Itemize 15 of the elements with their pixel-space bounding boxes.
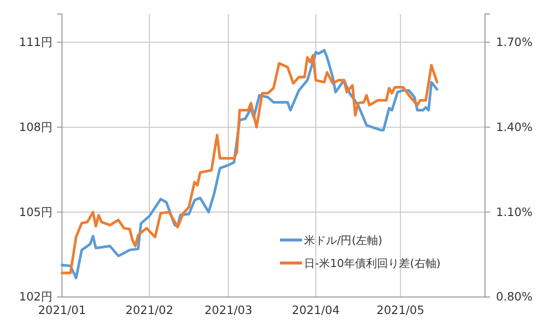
- x-tick-label: 2021/02: [126, 303, 174, 318]
- y2-tick-label: 0.80%: [496, 290, 533, 304]
- x-tick-label: 2021/04: [292, 303, 340, 318]
- y-tick-label: 102円: [19, 290, 53, 304]
- y-tick-label: 105円: [19, 204, 53, 219]
- legend-label: 日-米10年債利回り差(右軸): [304, 257, 441, 270]
- y2-tick-label: 1.10%: [496, 204, 533, 219]
- y2-tick-label: 1.70%: [496, 34, 533, 49]
- x-tick-label: 2021/01: [38, 303, 86, 318]
- legend-label: 米ドル/円(左軸): [304, 234, 382, 247]
- x-tick-label: 2021/05: [376, 303, 424, 318]
- x-tick-label: 2021/03: [204, 303, 252, 318]
- y-tick-label: 111円: [19, 34, 53, 49]
- y2-tick-label: 1.40%: [496, 120, 533, 134]
- y-tick-label: 108円: [19, 120, 53, 134]
